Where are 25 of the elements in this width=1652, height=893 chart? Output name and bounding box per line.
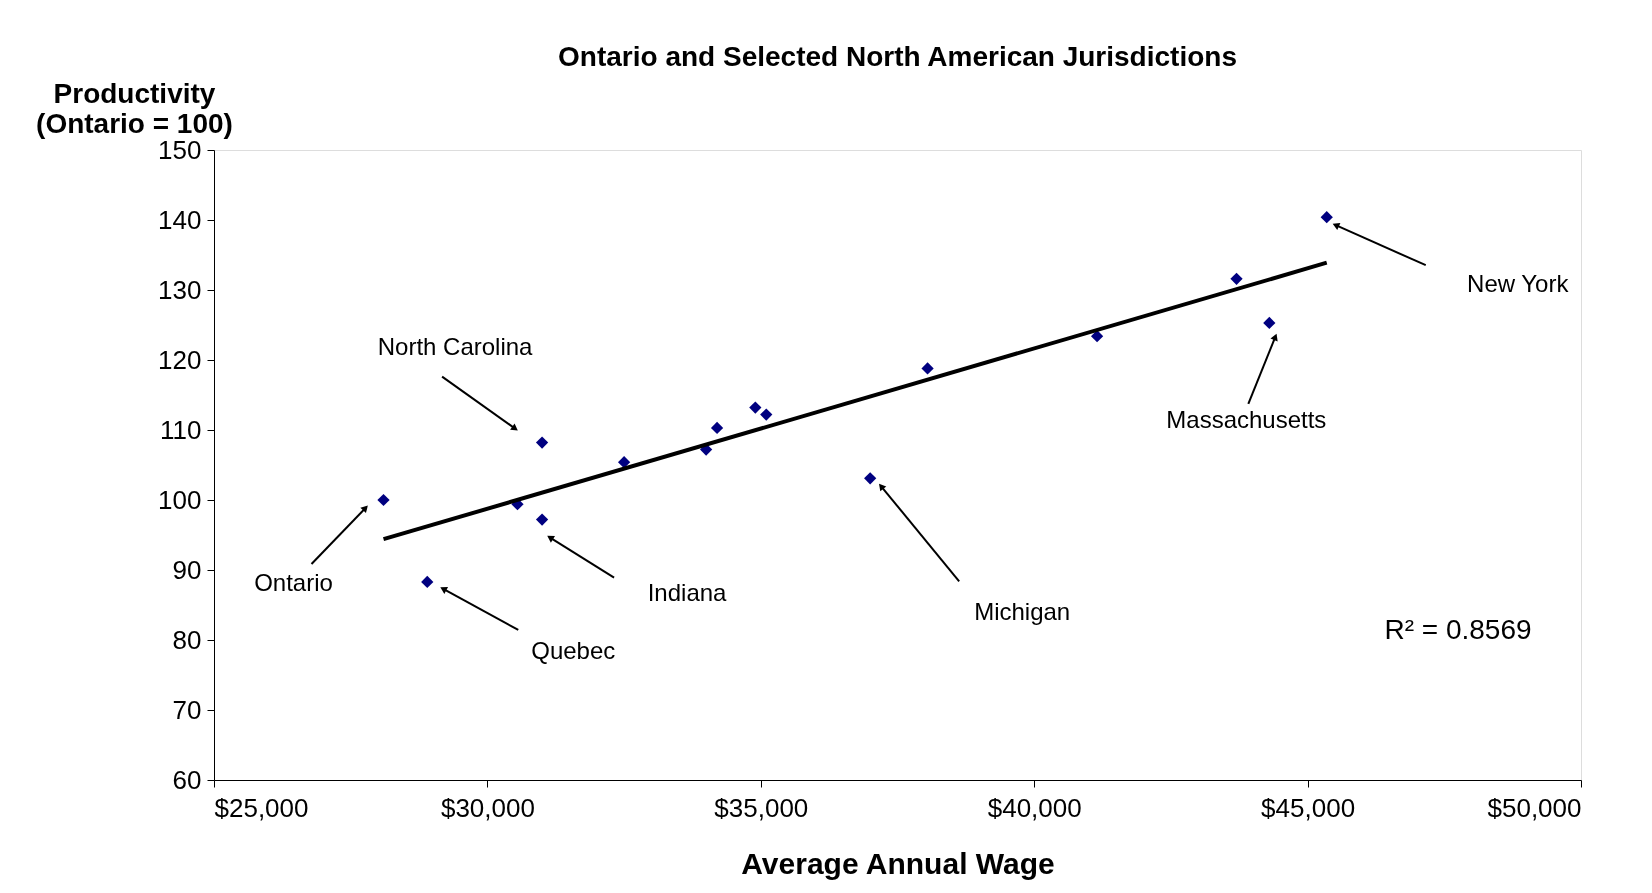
annotation: Quebec [531, 636, 616, 664]
annotation: Ontario [254, 569, 333, 596]
annotation: North Carolina [377, 332, 534, 360]
x-tick-label: $45,000 [1261, 792, 1356, 823]
y-tick-label: 80 [172, 624, 202, 655]
annotation: Massachusetts [1166, 405, 1327, 433]
chart-title: Ontario and Selected North American Jurisdictions [558, 41, 1237, 72]
annotation: New York [1467, 270, 1570, 298]
x-tick-label: $30,000 [440, 792, 535, 823]
y-tick-label: 60 [172, 764, 202, 795]
y-tick-label: 70 [172, 694, 202, 725]
y-tick-label: 100 [158, 484, 202, 515]
x-tick-label: $50,000 [1487, 792, 1582, 823]
y-tick-label: 90 [172, 554, 202, 585]
annotation: Indiana [647, 578, 728, 606]
x-tick-label: $35,000 [714, 792, 809, 823]
y-tick-label: 120 [158, 344, 202, 375]
x-tick-label: $25,000 [214, 792, 309, 823]
annotation: R² = 0.8569 [1384, 614, 1532, 645]
x-axis-title: Average Annual Wage [741, 846, 1055, 880]
y-tick-label: 140 [158, 204, 202, 235]
annotation: Michigan [974, 598, 1071, 626]
x-tick-label: $40,000 [987, 792, 1082, 823]
y-tick-label: 130 [158, 274, 202, 305]
y-tick-label: 110 [160, 414, 202, 445]
